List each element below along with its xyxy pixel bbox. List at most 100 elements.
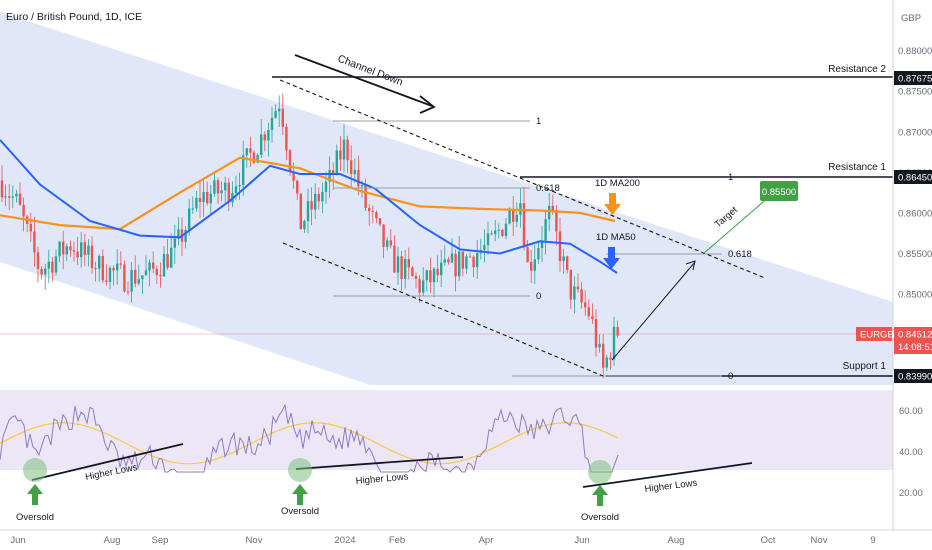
candle-body — [65, 246, 68, 255]
candle-body — [414, 275, 418, 279]
candle-body — [206, 191, 209, 204]
candle-body — [616, 327, 619, 336]
ma200-line — [0, 156, 616, 231]
rsi-higher-lows-line-2 — [295, 456, 464, 470]
candle-body — [90, 245, 94, 269]
candle-body — [220, 190, 223, 194]
candle-body — [501, 229, 504, 236]
price-tick-label: 0.85500 — [898, 249, 932, 260]
candle-body — [396, 256, 400, 273]
candle-body — [173, 238, 176, 248]
candle-body — [472, 256, 475, 268]
candle-body — [324, 181, 328, 192]
candle-body — [328, 170, 331, 182]
rsi-axis-ticks: 60.00 40.00 20.00 — [899, 406, 923, 499]
candle-body — [587, 307, 590, 317]
candle-body — [346, 139, 349, 161]
candle-body — [350, 160, 353, 175]
candle-body — [443, 259, 446, 263]
candle-body — [310, 201, 313, 210]
candle-body — [317, 193, 320, 202]
oversold-label-2: Oversold — [281, 506, 319, 517]
channel-down-arrowhead — [419, 95, 436, 114]
rsi-tick-label: 20.00 — [899, 488, 923, 499]
candle-body — [278, 108, 281, 112]
last-price-tag-text: 0.84512 — [898, 330, 932, 341]
candle-body — [375, 212, 378, 219]
candle-body — [274, 111, 277, 118]
ma200-arrow-icon — [604, 193, 621, 215]
time-tick-label: 2024 — [334, 535, 355, 546]
candle-body — [465, 256, 468, 269]
candle-body — [540, 240, 544, 249]
resistance-2-tag — [894, 71, 932, 85]
candle-body — [411, 267, 414, 276]
candle-body — [562, 256, 565, 262]
oversold-arrow-icon-2 — [292, 484, 308, 505]
rsi-band — [0, 390, 893, 470]
candle-body — [159, 275, 162, 277]
candle-body — [432, 268, 436, 283]
candle-body — [170, 247, 173, 268]
rsi-line — [0, 403, 619, 473]
candle-body — [576, 286, 580, 290]
candle-body — [584, 302, 587, 308]
candle-body — [18, 193, 22, 205]
price-axis-panel[interactable] — [893, 0, 932, 530]
candle-body — [98, 255, 101, 269]
time-axis-panel[interactable] — [0, 530, 932, 550]
candle-body — [364, 185, 367, 208]
resistance-2-label: Resistance 2 — [828, 64, 886, 75]
oversold-label-3: Oversold — [581, 512, 619, 523]
fib-upper-618-label: 0.618 — [536, 183, 560, 194]
candle-body — [508, 209, 511, 224]
candle-body — [461, 251, 464, 269]
candle-body — [94, 268, 97, 270]
last-price-tag — [894, 327, 932, 354]
candle-body — [141, 275, 144, 280]
candle-body — [72, 250, 76, 252]
fib-lower-618-label: 0.618 — [728, 249, 752, 260]
time-tick-label: Jun — [574, 535, 589, 546]
candle-body — [144, 270, 148, 276]
channel-top-dashed — [279, 79, 766, 279]
time-tick-label: Oct — [761, 535, 776, 546]
candle-body — [602, 343, 605, 368]
channel-bottom-dashed — [282, 242, 604, 377]
resistance-2-tag-text: 0.87675 — [898, 74, 932, 85]
candle-body — [522, 203, 526, 248]
time-tick-label: Aug — [668, 535, 685, 546]
candle-body — [101, 255, 104, 281]
candle-body — [119, 263, 122, 265]
price-tick-label: 0.87500 — [898, 87, 932, 98]
chart-title: Euro / British Pound, 1D, ICE — [6, 11, 142, 23]
candle-body — [116, 263, 119, 271]
candle-body — [191, 208, 194, 210]
support-1-tag — [894, 369, 932, 383]
candle-body — [242, 155, 245, 186]
price-tick-label: 0.87000 — [898, 127, 932, 138]
time-tick-label: Nov — [246, 535, 263, 546]
candle-body — [425, 270, 428, 281]
candle-body — [605, 357, 608, 368]
ma50-label: 1D MA50 — [596, 232, 636, 243]
candle-body — [213, 180, 216, 194]
candle-body — [371, 211, 374, 213]
candle-body — [418, 278, 421, 293]
rsi-tick-label: 40.00 — [899, 447, 923, 458]
symbol-tag — [856, 327, 892, 341]
candle-body — [270, 117, 274, 131]
price-tick-label: 0.85000 — [898, 290, 932, 301]
fib-upper-0-label: 0 — [536, 291, 541, 302]
candle-body — [108, 267, 112, 282]
candle-body — [598, 343, 601, 348]
candle-body — [216, 180, 220, 194]
candle-body — [58, 241, 61, 257]
candle-body — [526, 247, 529, 262]
candle-body — [476, 253, 479, 268]
target-box — [760, 181, 798, 201]
ma50-line — [0, 139, 618, 274]
candle-body — [548, 205, 551, 220]
rsi-higher-lows-line-3 — [582, 462, 753, 488]
